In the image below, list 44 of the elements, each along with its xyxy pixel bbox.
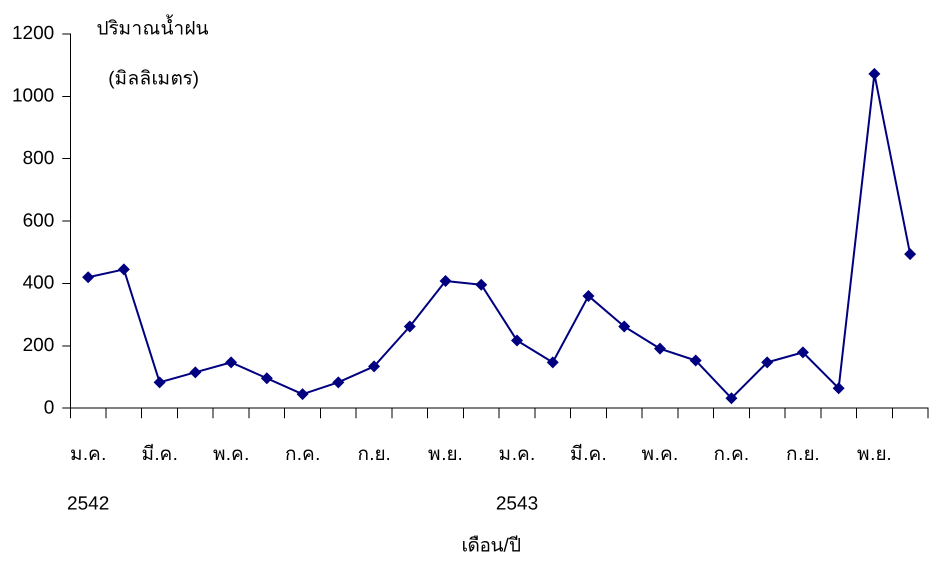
point — [118, 263, 130, 276]
x-tick-label: ก.ค. — [714, 444, 750, 466]
point — [475, 278, 488, 291]
x-tick-label: ก.ค. — [284, 444, 320, 466]
point — [796, 346, 809, 358]
category-label: ม.ค. 2543 — [496, 444, 538, 515]
y-tick-label: 1000 — [12, 86, 54, 107]
point — [154, 376, 166, 388]
x-tick-label: ก.ย. — [786, 444, 820, 466]
x-tick-label: พ.ค. — [642, 444, 678, 466]
y-tick-label: 800 — [22, 148, 54, 169]
point — [761, 356, 774, 368]
point — [404, 320, 416, 332]
point — [440, 274, 452, 287]
point — [832, 382, 845, 394]
x-tick-label: ก.ย. — [357, 444, 391, 466]
point — [690, 354, 702, 366]
y-tick-label: 600 — [22, 210, 54, 232]
point — [296, 388, 309, 400]
point — [511, 334, 524, 347]
point — [368, 360, 380, 372]
point — [654, 342, 666, 355]
point — [546, 356, 559, 368]
y-tick-label: 0 — [44, 397, 54, 418]
point — [868, 68, 880, 80]
x-tick-label: มี.ค. — [570, 443, 607, 466]
point — [725, 392, 738, 404]
x-tick-label: พ.ย. — [857, 444, 892, 466]
x-tick-label: พ.ย. — [428, 444, 463, 466]
category-label: ม.ค. 2542 — [66, 444, 110, 515]
point — [189, 366, 202, 378]
point — [582, 290, 594, 302]
y-tick-label: 1200 — [12, 23, 54, 44]
x-tick-label: มี.ค. — [141, 443, 178, 466]
x-tick-label: พ.ค. — [212, 444, 250, 466]
y-tick-label: 200 — [22, 335, 54, 356]
x-axis-title: เดือน/ปี — [461, 534, 521, 557]
point — [260, 372, 273, 384]
point — [82, 271, 94, 284]
point — [225, 356, 238, 368]
point — [904, 248, 916, 260]
point — [332, 376, 344, 388]
point — [618, 320, 630, 332]
y-tick-label: 400 — [22, 272, 54, 294]
